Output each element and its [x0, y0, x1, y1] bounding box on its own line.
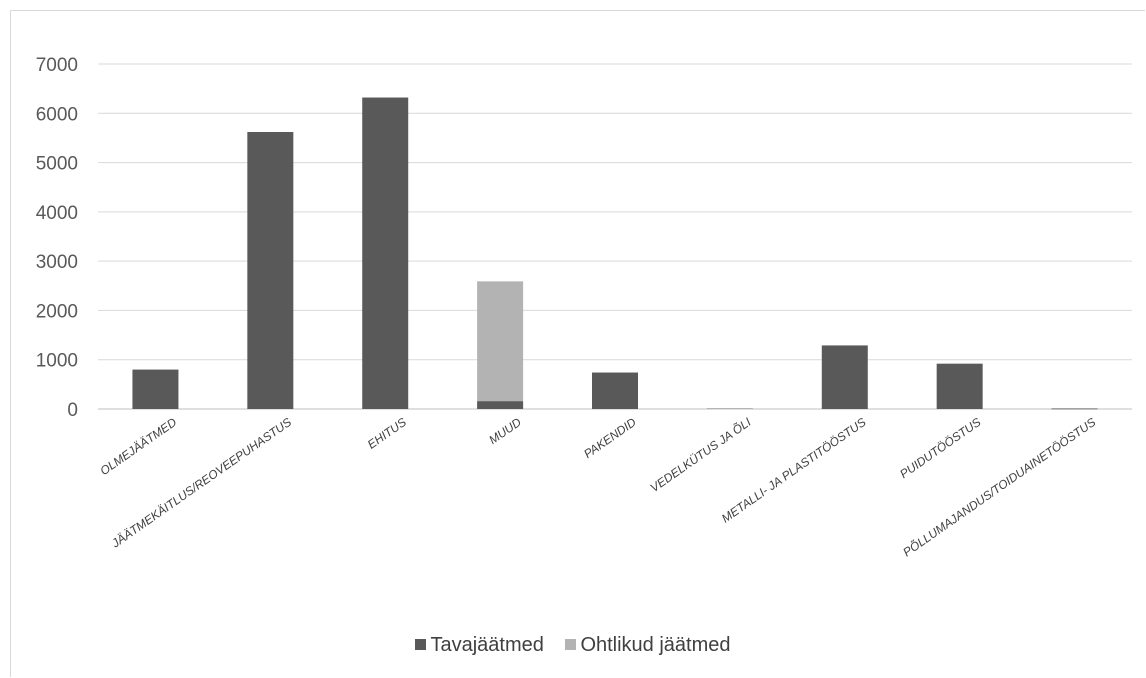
x-tick-label: MUUD — [486, 415, 524, 447]
y-tick-label: 6000 — [36, 104, 78, 125]
bar-tavajaatmed — [362, 97, 409, 409]
legend-swatch-tavajaatmed — [415, 639, 427, 650]
bar-ohtlikud-jaatmed — [706, 408, 753, 409]
bar-ohtlikud-jaatmed — [477, 281, 524, 402]
y-tick-label: 2000 — [36, 301, 78, 322]
bar-tavajaatmed — [936, 363, 983, 409]
bar-tavajaatmed — [592, 372, 638, 409]
x-tick-label: EHITUS — [365, 415, 409, 452]
y-tick-label: 1000 — [36, 351, 78, 372]
legend-item-tavajaatmed: Tavajäätmed — [415, 634, 544, 657]
y-tick-label: 5000 — [36, 154, 78, 175]
x-tick-label: OLMEJÄÄTMED — [97, 415, 179, 478]
bar-tavajaatmed — [477, 401, 524, 409]
y-tick-label: 0 — [67, 400, 78, 421]
chart-frame — [10, 10, 1145, 677]
bar-tavajaatmed — [247, 132, 294, 409]
y-tick-label: 7000 — [36, 55, 78, 76]
bar-tavajaatmed — [132, 369, 179, 409]
legend-label: Tavajäätmed — [430, 634, 544, 656]
bar-ohtlikud-jaatmed — [1051, 408, 1098, 409]
x-tick-label: PAKENDID — [581, 415, 639, 461]
x-tick-label: JÄÄTMEKÄITLUS/REOVEEPUHASTUS — [108, 415, 294, 551]
bar-tavajaatmed — [1051, 408, 1098, 410]
x-tick-label: PUIDUTÖÖSTUS — [897, 415, 983, 481]
legend-swatch-ohtlikud-jaatmed — [565, 639, 577, 650]
y-tick-label: 4000 — [36, 203, 78, 224]
y-tick-label: 3000 — [36, 252, 78, 273]
legend-item-ohtlikud-jaatmed: Ohtlikud jäätmed — [565, 634, 731, 657]
x-tick-label: PÕLLUMAJANDUS/TOIDUAINETÖÖSTUS — [900, 414, 1099, 559]
legend-label: Ohtlikud jäätmed — [580, 634, 731, 656]
bar-tavajaatmed — [821, 345, 868, 409]
legend: Tavajäätmed Ohtlikud jäätmed — [0, 634, 1146, 657]
x-tick-label: VEDELKÜTUS JA ÕLI — [647, 414, 754, 495]
bar-chart: 0 1000 2000 3000 4000 5000 6000 7000 OLMEJÄÄTMED… — [36, 55, 1132, 559]
